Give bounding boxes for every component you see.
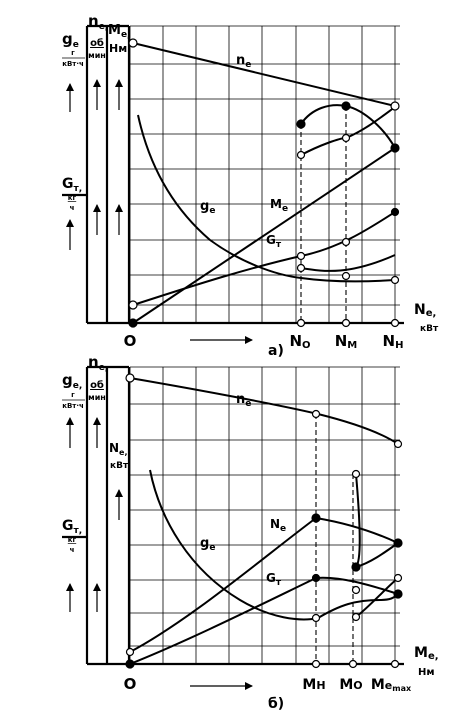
svg-text:ч: ч (70, 204, 75, 212)
svg-text:кВт: кВт (420, 324, 439, 334)
panel-b-curve-label-nn: Ne (270, 517, 286, 534)
panel-a-markers (128, 38, 400, 328)
panel-b: ge, г кВт·ч ne, об мин Ne, кВт Gт, кг ч … (62, 353, 439, 712)
svg-text:кВт·ч: кВт·ч (62, 60, 84, 68)
panel-b-curve-ge (149, 469, 399, 621)
panel-b-markers (125, 373, 403, 669)
panel-b-curve-ne (129, 377, 399, 445)
panel-a-label-ne: ne, (88, 12, 108, 32)
panel-b-curve-gt (129, 576, 399, 665)
svg-text:об: об (90, 37, 104, 49)
panel-a-curve-label-me: Me (270, 197, 288, 214)
panel-a-label-me: Me, (108, 23, 130, 40)
panel-a-tick-no: NO (289, 332, 310, 351)
panel-b-label-ge: ge, (62, 371, 82, 391)
panel-b-caption: б) (268, 696, 284, 712)
panel-a-curve-label-gt: Gт (266, 233, 282, 250)
panel-b-curve-label-ge: ge (200, 536, 215, 553)
panel-b-up-arrows (66, 417, 123, 612)
panel-a-curve-ge (137, 114, 396, 283)
panel-a-grid (129, 25, 400, 323)
svg-text:об: об (90, 379, 104, 391)
svg-text:мин: мин (88, 393, 106, 402)
panel-b-tick-mh: MН (302, 677, 325, 693)
svg-text:ч: ч (70, 546, 75, 554)
svg-text:Нм: Нм (418, 667, 435, 678)
panel-b-label-gt: Gт, (62, 518, 82, 536)
panel-a: ge г кВт·ч ne, об мин Me, Нм Gт, кг ч Ne… (62, 12, 439, 359)
panel-b-axis-labels: ge, г кВт·ч ne, об мин Ne, кВт Gт, кг ч … (62, 353, 439, 678)
panel-a-axis-labels: ge г кВт·ч ne, об мин Me, Нм Gт, кг ч Ne… (62, 12, 439, 334)
panel-a-label-x: Ne, (414, 302, 436, 319)
svg-text:кг: кг (68, 536, 77, 544)
svg-text:кВт·ч: кВт·ч (62, 402, 84, 410)
svg-text:кВт: кВт (110, 461, 129, 471)
panel-b-curve-label-ne: ne (236, 392, 251, 409)
panel-a-curve-label-ne: ne (236, 53, 251, 70)
panel-a-curve-ne (132, 42, 396, 107)
panel-b-curve-gt-lower (355, 577, 399, 618)
panel-a-curve-me-lower (300, 106, 396, 156)
panel-a-curve-gt-lower (300, 254, 396, 272)
panel-a-label-ge: ge (62, 30, 79, 50)
svg-text:мин: мин (88, 51, 106, 60)
panel-a-origin: O (124, 332, 137, 350)
panel-b-tick-memax: Memax (371, 677, 412, 693)
panel-b-curve-nn (129, 516, 399, 653)
panel-b-tick-mo: MО (339, 677, 362, 693)
svg-text:г: г (71, 49, 75, 57)
panel-a-tick-nm: NM (335, 332, 358, 351)
panel-a-curve-me (132, 147, 396, 324)
panel-a-curve-gt (132, 211, 396, 306)
svg-text:г: г (71, 391, 75, 399)
panel-a-up-arrows (66, 79, 123, 250)
panel-a-tick-nh: NH (383, 332, 404, 351)
panel-a-curve-label-ge: ge (200, 199, 215, 216)
svg-text:Нм: Нм (109, 42, 127, 55)
panel-b-curve-label-gt: Gт (266, 571, 282, 588)
panel-b-label-ne: ne, (88, 353, 108, 373)
panel-a-label-gt: Gт, (62, 176, 82, 194)
panel-b-label-x: Me, (414, 645, 439, 662)
panel-b-label-nn: Ne, (109, 441, 128, 457)
panel-b-origin: O (124, 675, 137, 693)
panel-a-caption: а) (268, 343, 284, 359)
svg-text:кг: кг (68, 194, 77, 202)
